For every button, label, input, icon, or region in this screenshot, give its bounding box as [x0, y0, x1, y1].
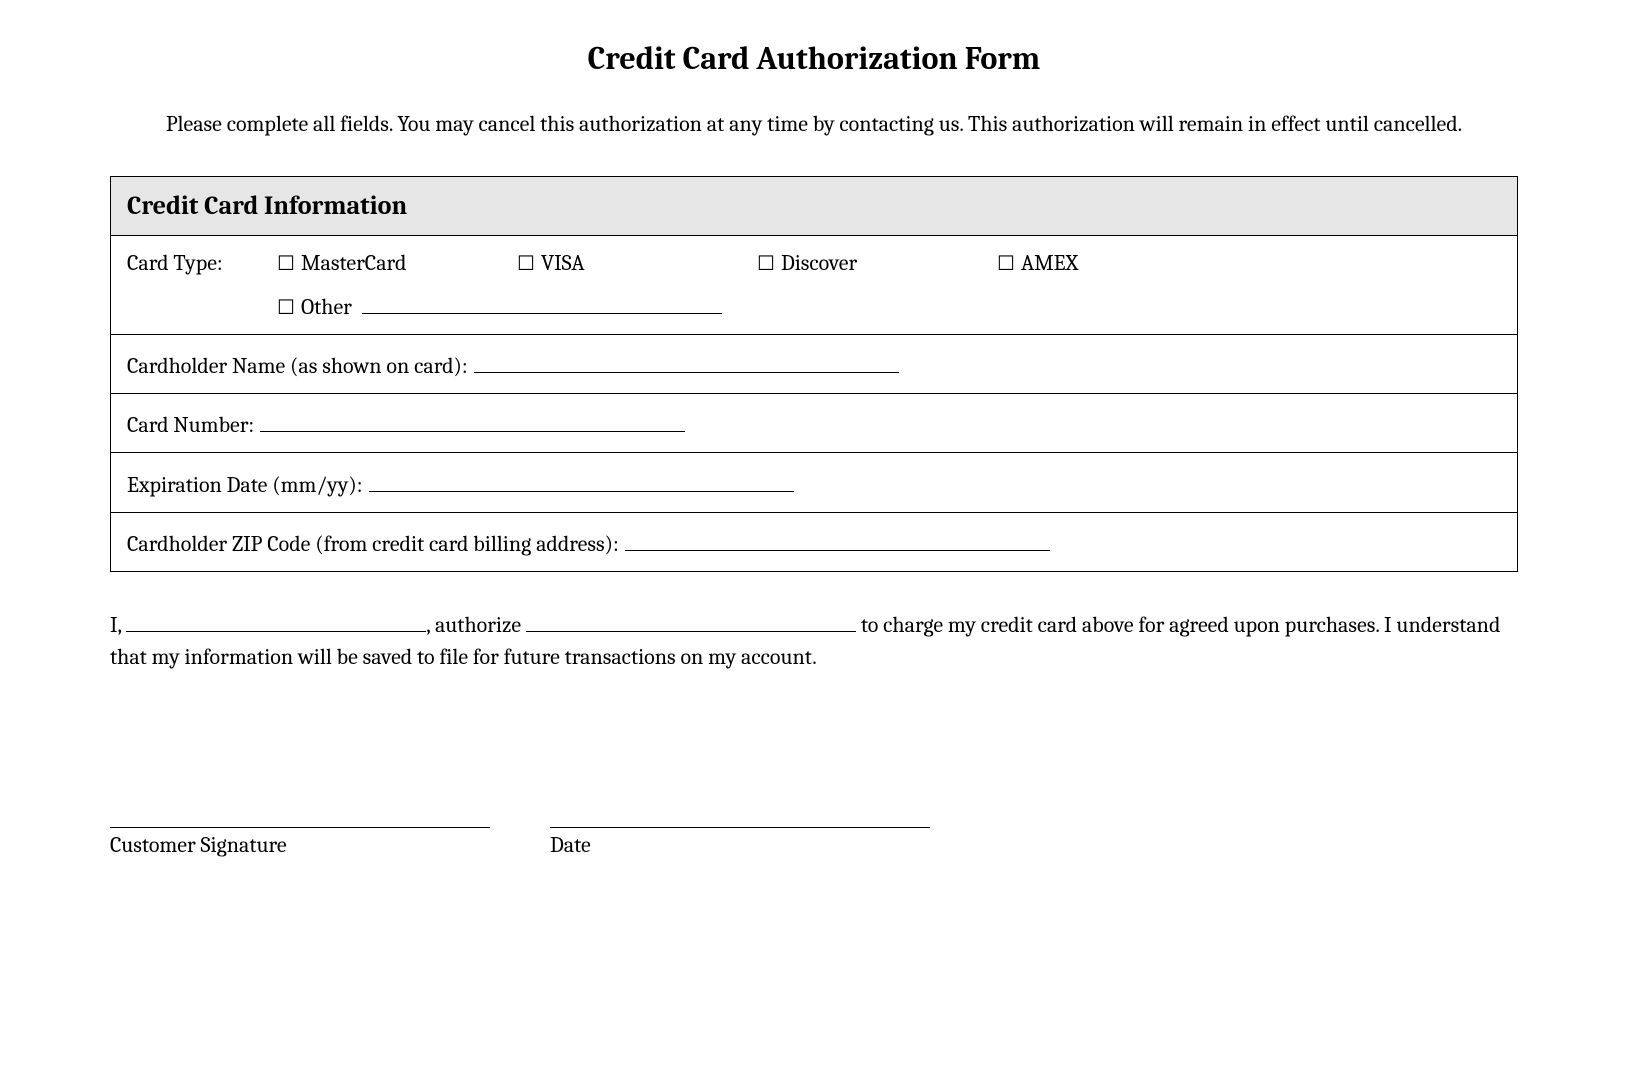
customer-signature-label: Customer Signature [110, 832, 490, 858]
date-line[interactable] [550, 804, 930, 828]
card-option-label: AMEX [1021, 250, 1078, 276]
zip-row: Cardholder ZIP Code (from credit card bi… [111, 513, 1517, 571]
form-container: Credit Card Authorization Form Please co… [110, 40, 1518, 858]
card-type-label: Card Type: [127, 250, 277, 276]
form-title: Credit Card Authorization Form [110, 40, 1518, 77]
other-input-line[interactable] [362, 290, 722, 314]
checkbox-icon: ☐ [277, 251, 295, 275]
date-label: Date [550, 832, 930, 858]
section-header: Credit Card Information [111, 177, 1517, 236]
zip-input-line[interactable] [625, 527, 1050, 551]
card-option-other[interactable]: ☐ Other [277, 290, 722, 320]
card-option-label: Other [301, 294, 352, 320]
cardholder-name-label: Cardholder Name (as shown on card): [127, 353, 468, 379]
card-type-row: Card Type: ☐ MasterCard ☐ VISA ☐ Discove… [111, 236, 1517, 335]
signature-section: Customer Signature Date [110, 804, 1518, 858]
customer-signature-block: Customer Signature [110, 804, 490, 858]
auth-merchant-input-line[interactable] [526, 608, 856, 632]
card-option-discover[interactable]: ☐ Discover [757, 250, 997, 276]
expiration-row: Expiration Date (mm/yy): [111, 453, 1517, 512]
auth-text-part2: , authorize [426, 612, 521, 638]
auth-name-input-line[interactable] [126, 608, 426, 632]
expiration-label: Expiration Date (mm/yy): [127, 472, 363, 498]
card-type-options: ☐ MasterCard ☐ VISA ☐ Discover ☐ AMEX [277, 250, 1501, 320]
authorization-paragraph: I, , authorize to charge my credit card … [110, 608, 1518, 674]
customer-signature-line[interactable] [110, 804, 490, 828]
cardholder-name-row: Cardholder Name (as shown on card): [111, 335, 1517, 394]
auth-text-part1: I, [110, 612, 121, 638]
card-number-label: Card Number: [127, 412, 254, 438]
card-option-label: VISA [541, 250, 585, 276]
expiration-input-line[interactable] [369, 467, 794, 491]
card-number-row: Card Number: [111, 394, 1517, 453]
card-option-visa[interactable]: ☐ VISA [517, 250, 757, 276]
checkbox-icon: ☐ [997, 251, 1015, 275]
checkbox-icon: ☐ [277, 295, 295, 319]
card-option-label: MasterCard [301, 250, 406, 276]
checkbox-icon: ☐ [517, 251, 535, 275]
zip-label: Cardholder ZIP Code (from credit card bi… [127, 531, 619, 557]
card-number-input-line[interactable] [260, 408, 685, 432]
card-option-mastercard[interactable]: ☐ MasterCard [277, 250, 517, 276]
card-option-label: Discover [781, 250, 857, 276]
cardholder-name-input-line[interactable] [474, 349, 899, 373]
credit-card-info-table: Credit Card Information Card Type: ☐ Mas… [110, 176, 1518, 572]
checkbox-icon: ☐ [757, 251, 775, 275]
intro-text: Please complete all fields. You may canc… [110, 109, 1518, 140]
date-block: Date [550, 804, 930, 858]
card-option-amex[interactable]: ☐ AMEX [997, 250, 1157, 276]
